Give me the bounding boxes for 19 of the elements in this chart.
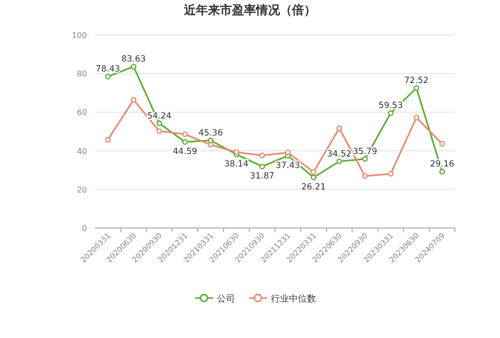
chart-title: 近年来市盈率情况（倍） <box>183 3 316 17</box>
data-label: 44.59 <box>172 146 198 157</box>
y-tick-label: 60 <box>76 108 87 118</box>
y-tick-label: 100 <box>72 31 87 40</box>
data-label: 34.52 <box>327 149 352 160</box>
data-label: 83.63 <box>121 54 146 65</box>
data-label: 45.36 <box>198 128 223 138</box>
data-label: 72.52 <box>404 76 429 86</box>
y-tick-label: 0 <box>82 224 87 233</box>
y-tick-label: 20 <box>76 185 87 194</box>
data-label: 31.87 <box>250 171 274 182</box>
legend-label: 公司 <box>217 294 235 304</box>
data-label: 38.14 <box>224 159 249 170</box>
y-tick-label: 80 <box>76 70 87 79</box>
y-tick-label: 40 <box>76 146 87 156</box>
data-label: 37.43 <box>276 160 300 171</box>
legend-label: 行业中位数 <box>271 294 316 304</box>
data-label: 78.43 <box>96 64 120 75</box>
data-label: 26.21 <box>301 182 326 192</box>
